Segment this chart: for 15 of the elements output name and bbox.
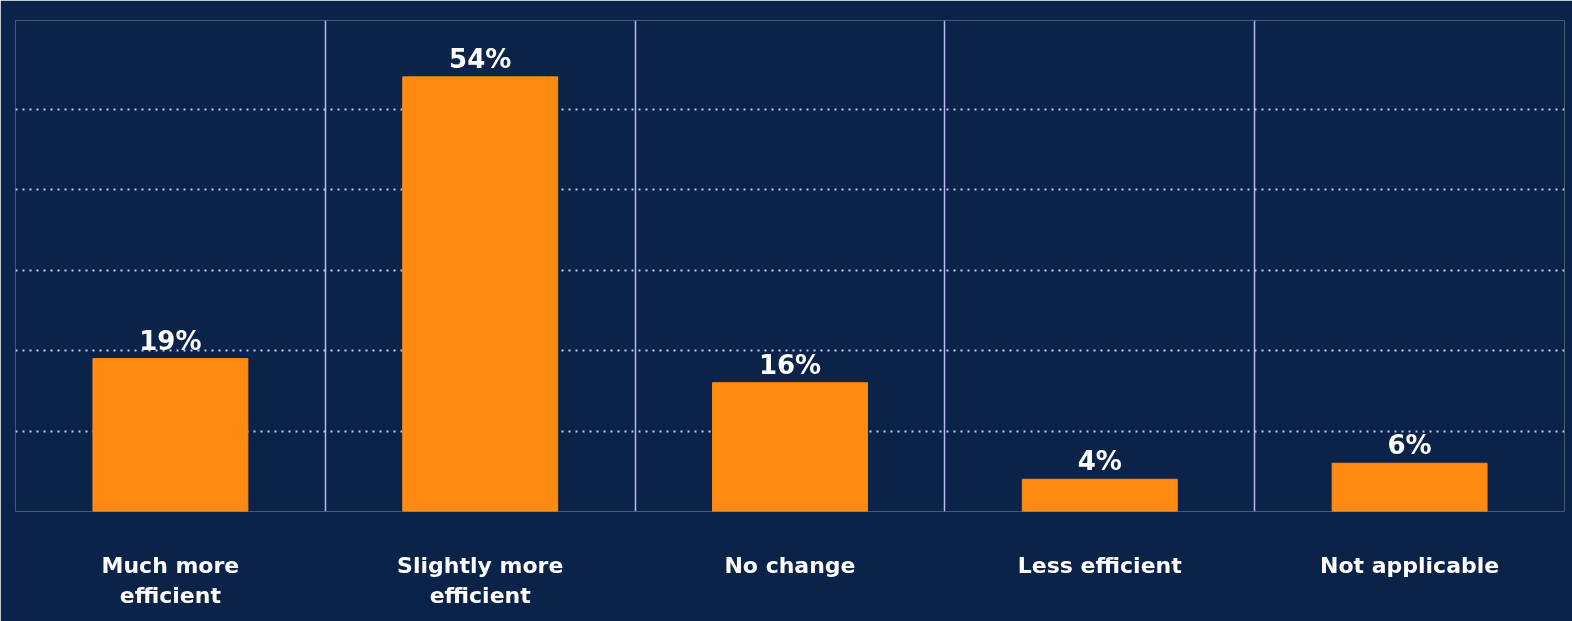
- bar: [1021, 478, 1178, 512]
- x-tick-label: Slightly more efficient: [397, 552, 564, 608]
- data-label: 6%: [1387, 430, 1432, 461]
- bar: [712, 382, 868, 512]
- data-label: 4%: [1077, 446, 1122, 477]
- bar: [1331, 462, 1488, 512]
- data-label: 54%: [449, 43, 512, 74]
- x-tick-label: Not applicable: [1319, 552, 1500, 578]
- x-tick-label: No change: [724, 552, 856, 578]
- x-tick-label: Less efficient: [1017, 552, 1183, 578]
- bar: [402, 76, 559, 512]
- data-label: 19%: [139, 325, 202, 356]
- bar: [92, 358, 249, 512]
- data-label: 16%: [758, 349, 822, 380]
- x-tick-label: Much more efficient: [101, 552, 240, 608]
